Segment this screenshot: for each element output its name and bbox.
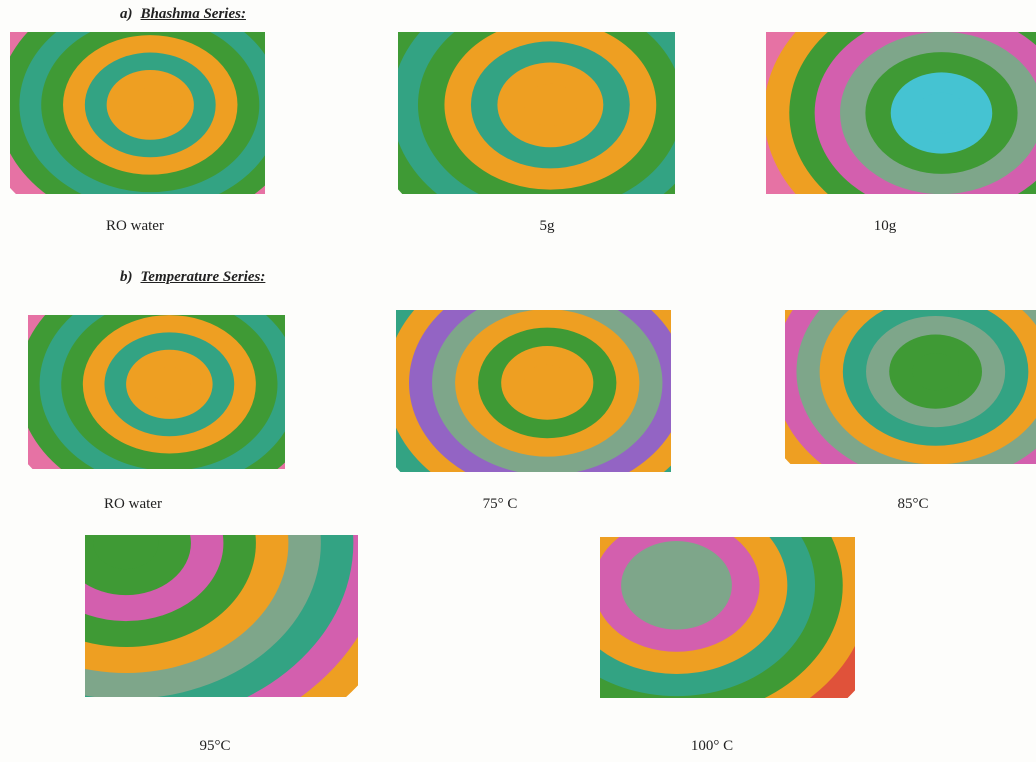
thermal-image [600, 537, 855, 698]
color-band [912, 353, 959, 391]
image-caption: 85°C [897, 496, 929, 512]
thermal-image [785, 310, 1036, 464]
thermal-image [10, 32, 265, 194]
thermal-image [28, 315, 285, 469]
image-caption: 10g [873, 218, 897, 234]
thermal-image [766, 32, 1036, 194]
image-caption: 95°C [199, 738, 231, 754]
image-caption: RO water [104, 496, 162, 512]
section-title: Temperature Series: [140, 269, 266, 285]
thermal-image [396, 310, 671, 472]
image-caption: 100° C [690, 738, 734, 754]
section-letter: a) [120, 6, 133, 22]
color-band [128, 87, 173, 123]
section-heading: a) Bhashma Series: [120, 6, 246, 23]
color-band [523, 83, 577, 127]
image-caption: RO water [106, 218, 164, 234]
image-caption: 5g [539, 218, 555, 234]
section-heading: b) Temperature Series: [120, 269, 265, 286]
thermal-image [398, 32, 675, 194]
thermal-image [85, 535, 358, 697]
section-title: Bhashma Series: [140, 6, 246, 22]
color-band [93, 535, 159, 570]
color-band [147, 366, 191, 402]
color-band [648, 563, 705, 608]
color-band [524, 364, 571, 402]
section-letter: b) [120, 269, 133, 285]
color-band [916, 92, 967, 134]
image-caption: 75° C [482, 496, 518, 512]
